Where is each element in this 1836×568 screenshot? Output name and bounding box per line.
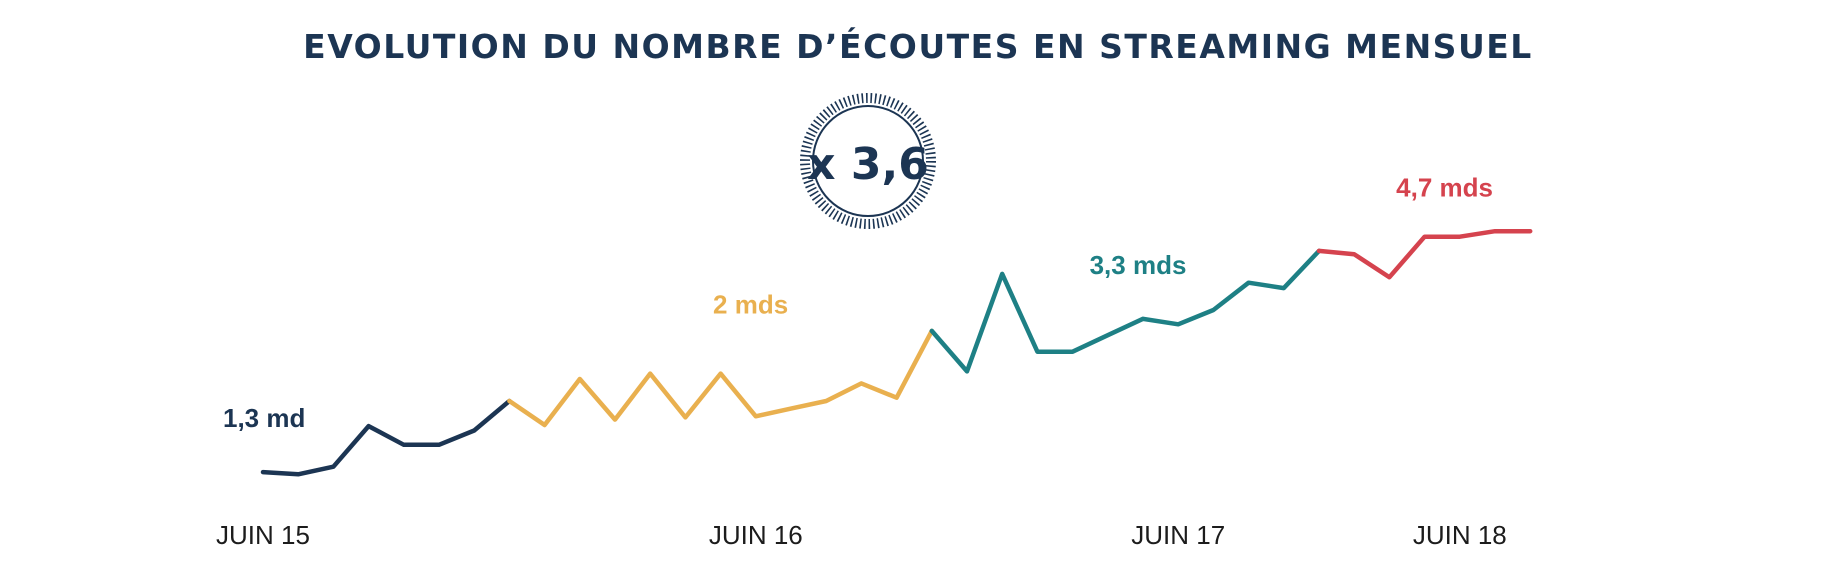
series-line-2 [929, 248, 1322, 374]
growth-badge: x 3,6 [800, 93, 936, 229]
label-layer: 1,3 md 2 mds 3,3 mds 4,7 mds [223, 173, 1493, 433]
x-tick-label-3: JUIN 18 [1413, 520, 1507, 550]
growth-badge-text: x 3,6 [807, 139, 929, 190]
series-label-3: 4,7 mds [1396, 173, 1493, 203]
x-tick-label-0: JUIN 15 [216, 520, 310, 550]
badge-ring-inner [812, 105, 924, 217]
series-line-1 [507, 328, 935, 428]
series-layer [260, 228, 1533, 477]
x-tick-label-2: JUIN 17 [1131, 520, 1225, 550]
x-axis: JUIN 15 JUIN 16 JUIN 17 JUIN 18 [216, 520, 1507, 550]
series-label-1: 2 mds [713, 290, 788, 320]
badge-ring-outer [800, 93, 936, 229]
series-label-0: 1,3 md [223, 403, 305, 433]
series-label-2: 3,3 mds [1090, 250, 1187, 280]
chart-title: EVOLUTION DU NOMBRE D’ÉCOUTES EN STREAMI… [303, 26, 1533, 66]
x-tick-label-1: JUIN 16 [709, 520, 803, 550]
series-line-3 [1316, 228, 1533, 280]
series-line-0 [260, 398, 512, 477]
